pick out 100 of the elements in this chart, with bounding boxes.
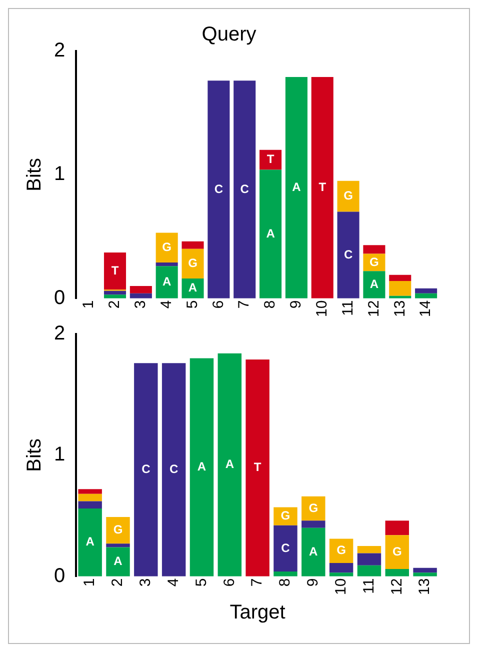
bar — [389, 281, 412, 296]
bar — [413, 572, 437, 576]
x-tick-label: 1 — [80, 300, 98, 309]
bar — [389, 274, 412, 282]
y-axis-title: Bits — [24, 438, 46, 472]
x-tick-label: 7 — [248, 578, 266, 587]
text: G — [344, 188, 353, 203]
bar — [104, 252, 126, 290]
x-tick-label: 3 — [137, 578, 154, 587]
bar — [337, 180, 360, 212]
y-tick-label: 0 — [54, 286, 66, 309]
text: A — [86, 534, 94, 549]
bar — [106, 544, 130, 548]
text: A — [309, 544, 318, 558]
text: A — [370, 277, 379, 292]
text: A — [266, 226, 275, 240]
text: G — [308, 500, 318, 515]
bar — [357, 546, 382, 554]
bar — [190, 358, 214, 576]
bar — [156, 232, 178, 262]
bar — [156, 266, 178, 298]
text: T — [318, 180, 326, 194]
x-tick-label: 13 — [416, 578, 434, 596]
x-tick-label: 10 — [314, 300, 330, 318]
bar — [274, 571, 298, 576]
x-tick-label: 12 — [365, 300, 382, 318]
bar — [285, 76, 308, 298]
bar — [182, 278, 204, 298]
x-tick-label: 9 — [288, 300, 305, 309]
text: A — [197, 460, 206, 474]
bar — [182, 241, 204, 249]
bar — [130, 293, 152, 298]
text: A — [225, 457, 234, 472]
bar — [208, 80, 230, 298]
x-tick-label: 11 — [339, 300, 356, 316]
bar — [415, 293, 438, 298]
text: A — [162, 274, 172, 289]
series-label: T — [266, 152, 275, 166]
bar — [78, 494, 102, 502]
x-tick-label: 6 — [210, 300, 227, 309]
bar — [130, 286, 152, 294]
x-tick-label: 10 — [332, 578, 350, 596]
text: C — [240, 182, 249, 196]
bar — [260, 150, 282, 170]
x-tick-label: 8 — [262, 300, 279, 309]
x-tick-label: 3 — [132, 300, 150, 309]
bar — [156, 262, 178, 266]
bar — [302, 520, 326, 528]
x-tick-label: 4 — [158, 300, 175, 309]
text: T — [111, 263, 119, 278]
y-tick-label: 0 — [54, 564, 66, 587]
bar — [329, 538, 354, 563]
x-axis-title: Target — [230, 602, 286, 624]
x-tick-label: 6 — [220, 578, 238, 587]
bar — [415, 288, 438, 294]
y-tick-label: 2 — [54, 322, 66, 345]
bar — [385, 569, 409, 576]
bar — [78, 501, 102, 508]
bar — [78, 508, 102, 576]
text: G — [188, 256, 198, 270]
x-tick-label: 13 — [391, 300, 408, 318]
bar — [106, 547, 130, 576]
bar — [104, 294, 126, 298]
y-tick-label: 1 — [54, 163, 66, 186]
bar — [218, 353, 242, 576]
bar — [329, 572, 354, 576]
x-tick-label: 14 — [417, 300, 434, 318]
x-tick-label: 7 — [236, 300, 253, 309]
y-tick-label: 1 — [54, 444, 66, 466]
text: A — [292, 180, 301, 194]
bar — [246, 359, 270, 576]
bar — [182, 248, 204, 279]
x-tick-label: 5 — [184, 300, 201, 309]
bar — [302, 528, 326, 576]
x-tick-label: 5 — [192, 578, 210, 587]
text: G — [336, 543, 346, 558]
chart-title: Query — [202, 24, 256, 46]
x-tick-label: 11 — [360, 578, 378, 594]
bar — [104, 290, 126, 295]
series-label: G — [370, 254, 379, 269]
bar — [106, 516, 130, 544]
x-tick-label: 4 — [164, 578, 182, 587]
bar — [385, 520, 409, 536]
bar — [357, 565, 382, 576]
bar — [162, 363, 186, 576]
x-tick-label: 2 — [109, 578, 126, 587]
text: G — [162, 240, 172, 254]
series-label: A — [188, 280, 198, 295]
x-tick-label: 8 — [276, 578, 294, 587]
x-tick-label: 12 — [388, 578, 406, 596]
bar — [357, 553, 382, 566]
bar — [234, 80, 256, 298]
bar — [311, 76, 334, 298]
series-label: T — [254, 460, 262, 474]
text: G — [392, 544, 402, 558]
bar — [134, 363, 158, 576]
bar — [274, 525, 298, 572]
bar — [329, 562, 354, 573]
x-tick-label: 9 — [304, 578, 322, 587]
bar — [413, 568, 437, 573]
